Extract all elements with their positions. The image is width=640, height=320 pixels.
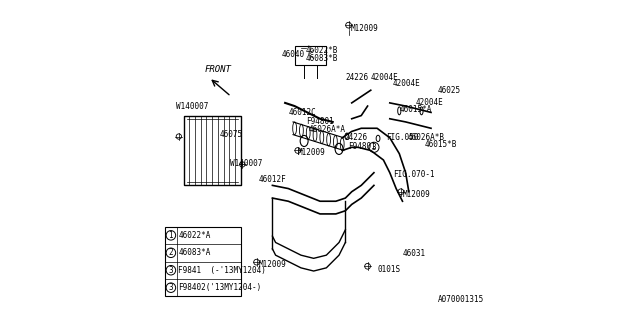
Text: 42004E: 42004E bbox=[415, 99, 443, 108]
Text: 46012F: 46012F bbox=[258, 174, 286, 184]
Text: 24226: 24226 bbox=[345, 133, 368, 142]
Text: 3: 3 bbox=[168, 266, 173, 275]
Text: FIG.070-1: FIG.070-1 bbox=[393, 170, 435, 179]
Bar bbox=[294, 46, 326, 65]
Text: 1: 1 bbox=[168, 231, 173, 240]
Text: 46026A*B: 46026A*B bbox=[407, 133, 444, 142]
Text: FRONT: FRONT bbox=[205, 65, 232, 74]
Text: 46022*A: 46022*A bbox=[178, 231, 211, 240]
Text: F94801: F94801 bbox=[349, 142, 376, 151]
Text: 42004E: 42004E bbox=[371, 73, 399, 82]
Text: 24226: 24226 bbox=[346, 73, 369, 82]
Text: 42004E: 42004E bbox=[393, 79, 420, 88]
Text: M12009: M12009 bbox=[350, 24, 378, 33]
Text: 46083*A: 46083*A bbox=[178, 248, 211, 257]
Text: 46025: 46025 bbox=[437, 86, 461, 95]
Text: W140007: W140007 bbox=[175, 101, 208, 111]
Text: 46012C: 46012C bbox=[288, 108, 316, 117]
Text: FIG.050: FIG.050 bbox=[387, 133, 419, 142]
Text: F9841  (-'13MY1204): F9841 (-'13MY1204) bbox=[178, 266, 266, 275]
Text: M12009: M12009 bbox=[298, 148, 326, 156]
Text: 3: 3 bbox=[168, 283, 173, 292]
Text: 46015*B: 46015*B bbox=[425, 140, 457, 149]
Text: F94801: F94801 bbox=[306, 117, 333, 126]
Text: M12009: M12009 bbox=[258, 260, 286, 269]
Text: 46031: 46031 bbox=[403, 249, 426, 258]
Text: 46083*B: 46083*B bbox=[306, 54, 338, 63]
Text: 46075: 46075 bbox=[220, 130, 243, 139]
Text: 2: 2 bbox=[168, 248, 173, 257]
Text: F98402('13MY1204-): F98402('13MY1204-) bbox=[178, 283, 262, 292]
Text: M12009: M12009 bbox=[403, 190, 430, 199]
Text: 46022*B: 46022*B bbox=[306, 46, 338, 55]
Text: 46040: 46040 bbox=[282, 50, 305, 59]
Text: 46015*A: 46015*A bbox=[399, 105, 432, 114]
Text: 46026A*A: 46026A*A bbox=[309, 125, 346, 134]
Text: W140007: W140007 bbox=[230, 159, 262, 168]
Text: A070001315: A070001315 bbox=[437, 295, 484, 304]
Bar bbox=[165, 227, 241, 296]
Bar bbox=[184, 116, 241, 185]
Text: 0101S: 0101S bbox=[377, 265, 400, 274]
Text: 3: 3 bbox=[372, 143, 376, 152]
